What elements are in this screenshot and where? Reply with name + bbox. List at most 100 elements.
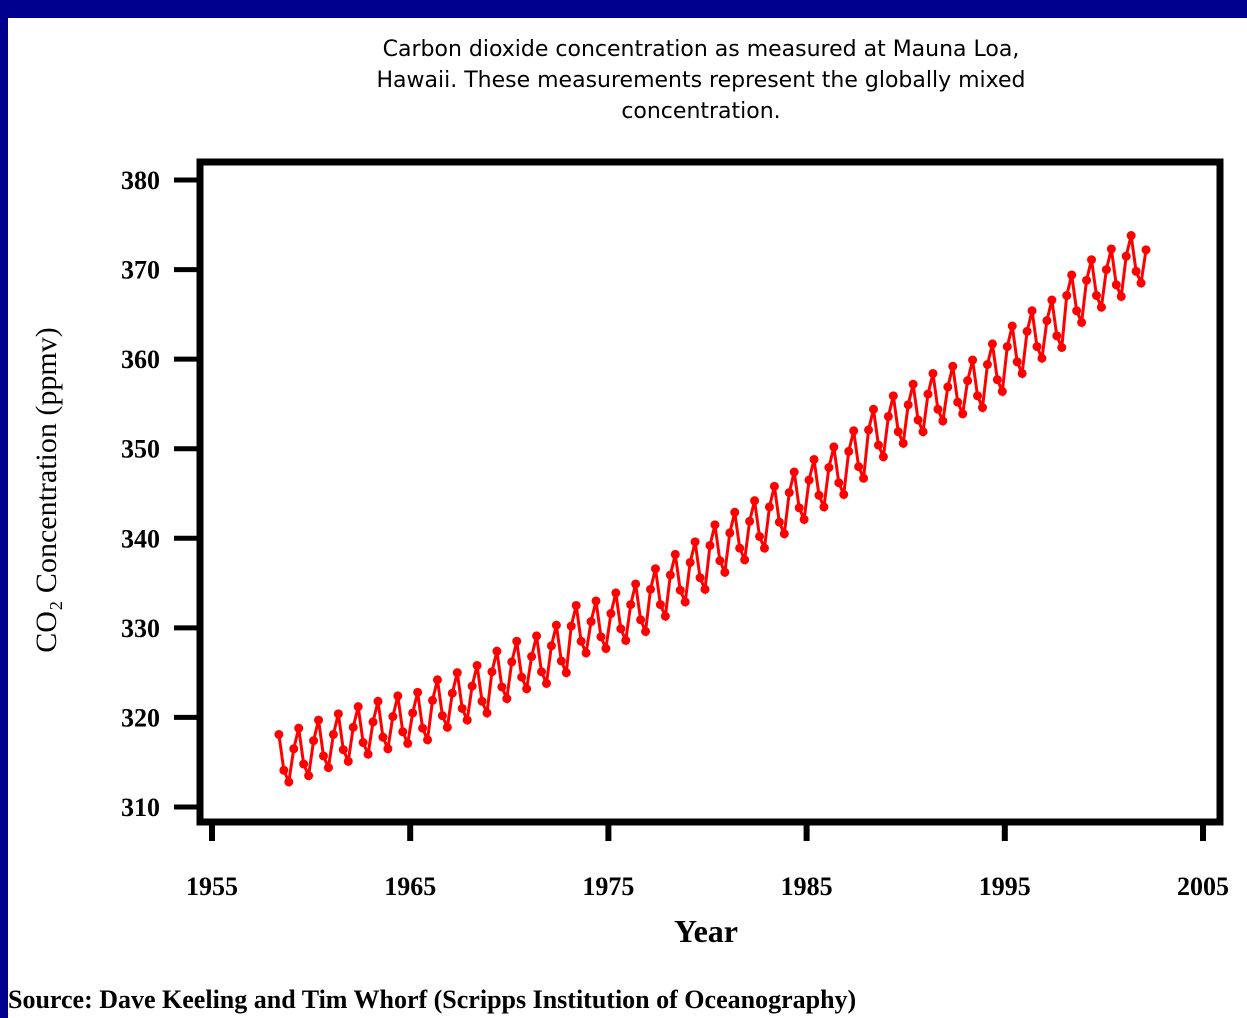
- data-point: [358, 738, 368, 748]
- data-point: [1027, 306, 1037, 316]
- data-point: [755, 531, 765, 541]
- data-point: [304, 771, 314, 781]
- data-point: [992, 375, 1002, 385]
- data-point: [883, 411, 893, 421]
- x-tick-label: 1965: [384, 872, 436, 901]
- data-point: [477, 696, 487, 706]
- data-point: [403, 738, 413, 748]
- data-point: [423, 735, 433, 745]
- data-point: [427, 695, 437, 705]
- data-point: [1037, 353, 1047, 363]
- data-point: [1017, 368, 1027, 378]
- data-point: [328, 729, 338, 739]
- data-point: [844, 446, 854, 456]
- data-point: [318, 751, 328, 761]
- data-point: [750, 496, 760, 506]
- data-point: [368, 717, 378, 727]
- data-point: [809, 454, 819, 464]
- data-point: [646, 584, 656, 594]
- y-tick-label: 320: [121, 703, 160, 732]
- data-point: [819, 502, 829, 512]
- data-point: [522, 684, 532, 694]
- data-point: [670, 549, 680, 559]
- x-tick-label: 1995: [979, 872, 1031, 901]
- x-tick-label: 1985: [781, 872, 833, 901]
- data-point: [1062, 291, 1072, 301]
- data-point: [626, 600, 636, 610]
- data-point: [903, 400, 913, 410]
- data-point: [1111, 280, 1121, 290]
- x-tick-label: 2005: [1177, 872, 1229, 901]
- data-point: [859, 473, 869, 483]
- data-point: [467, 681, 477, 691]
- data-point: [913, 415, 923, 425]
- data-point: [606, 609, 616, 619]
- data-point: [655, 600, 665, 610]
- data-point: [1032, 342, 1042, 352]
- data-point: [596, 632, 606, 642]
- data-point: [631, 579, 641, 589]
- data-point: [789, 467, 799, 477]
- data-point: [849, 426, 859, 436]
- data-point: [923, 389, 933, 399]
- data-point: [1047, 295, 1057, 305]
- data-point: [1116, 291, 1126, 301]
- data-point: [571, 600, 581, 610]
- data-point: [1121, 251, 1131, 261]
- data-point: [1101, 265, 1111, 275]
- data-point: [898, 438, 908, 448]
- data-point: [759, 543, 769, 553]
- data-point: [512, 636, 522, 646]
- data-point: [864, 425, 874, 435]
- data-point: [834, 478, 844, 488]
- data-point: [740, 555, 750, 565]
- data-point: [779, 529, 789, 539]
- data-point: [1077, 317, 1087, 327]
- data-point: [314, 715, 324, 725]
- plot-frame: [196, 158, 1224, 826]
- data-point: [353, 702, 363, 712]
- data-point: [1052, 331, 1062, 341]
- data-point: [546, 641, 556, 651]
- data-point: [973, 391, 983, 401]
- data-point: [517, 672, 527, 682]
- data-point: [636, 615, 646, 625]
- x-tick-label: 1975: [582, 872, 634, 901]
- data-point: [745, 516, 755, 526]
- data-point: [893, 427, 903, 437]
- data-point: [968, 355, 978, 365]
- y-tick-label: 360: [121, 345, 160, 374]
- data-point: [948, 361, 958, 371]
- data-point: [933, 404, 943, 414]
- data-point: [388, 712, 398, 722]
- data-point: [482, 708, 492, 718]
- y-tick-label: 340: [121, 524, 160, 553]
- data-point: [873, 440, 883, 450]
- data-point: [309, 736, 319, 746]
- data-point: [611, 588, 621, 598]
- data-point: [299, 759, 309, 769]
- data-point: [839, 489, 849, 499]
- data-point: [685, 557, 695, 567]
- y-tick-label: 310: [121, 793, 160, 822]
- data-point: [294, 723, 304, 733]
- data-point: [576, 636, 586, 646]
- data-point: [502, 694, 512, 704]
- data-point: [616, 624, 626, 634]
- series-line: [277, 235, 1148, 788]
- data-point: [348, 722, 358, 732]
- y-tick-label: 380: [121, 166, 160, 195]
- data-point: [418, 723, 428, 733]
- data-point: [1141, 245, 1151, 255]
- data-point: [953, 397, 963, 407]
- data-point: [1042, 316, 1052, 326]
- data-point: [1087, 255, 1097, 265]
- data-point: [621, 635, 631, 645]
- data-point: [1106, 244, 1116, 254]
- data-point: [537, 667, 547, 677]
- data-point: [323, 763, 333, 773]
- y-axis-label: CO₂ Concentration (ppmv): [30, 327, 63, 652]
- data-point: [561, 668, 571, 678]
